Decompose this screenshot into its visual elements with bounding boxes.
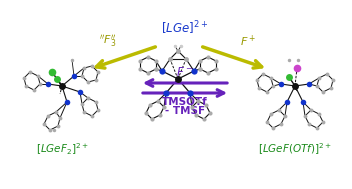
- Text: TMSOTf: TMSOTf: [162, 97, 208, 107]
- Text: $[LGeF_2]^{2+}$: $[LGeF_2]^{2+}$: [36, 141, 88, 157]
- Text: $''F_3''$: $''F_3''$: [99, 33, 117, 49]
- Text: $F^-$: $F^-$: [176, 66, 194, 79]
- Text: $[LGeF(OTf)]^{2+}$: $[LGeF(OTf)]^{2+}$: [258, 141, 332, 157]
- Text: $F^+$: $F^+$: [240, 33, 256, 49]
- Text: $[LGe]^{2+}$: $[LGe]^{2+}$: [162, 19, 208, 37]
- Text: - TMSF: - TMSF: [165, 106, 205, 116]
